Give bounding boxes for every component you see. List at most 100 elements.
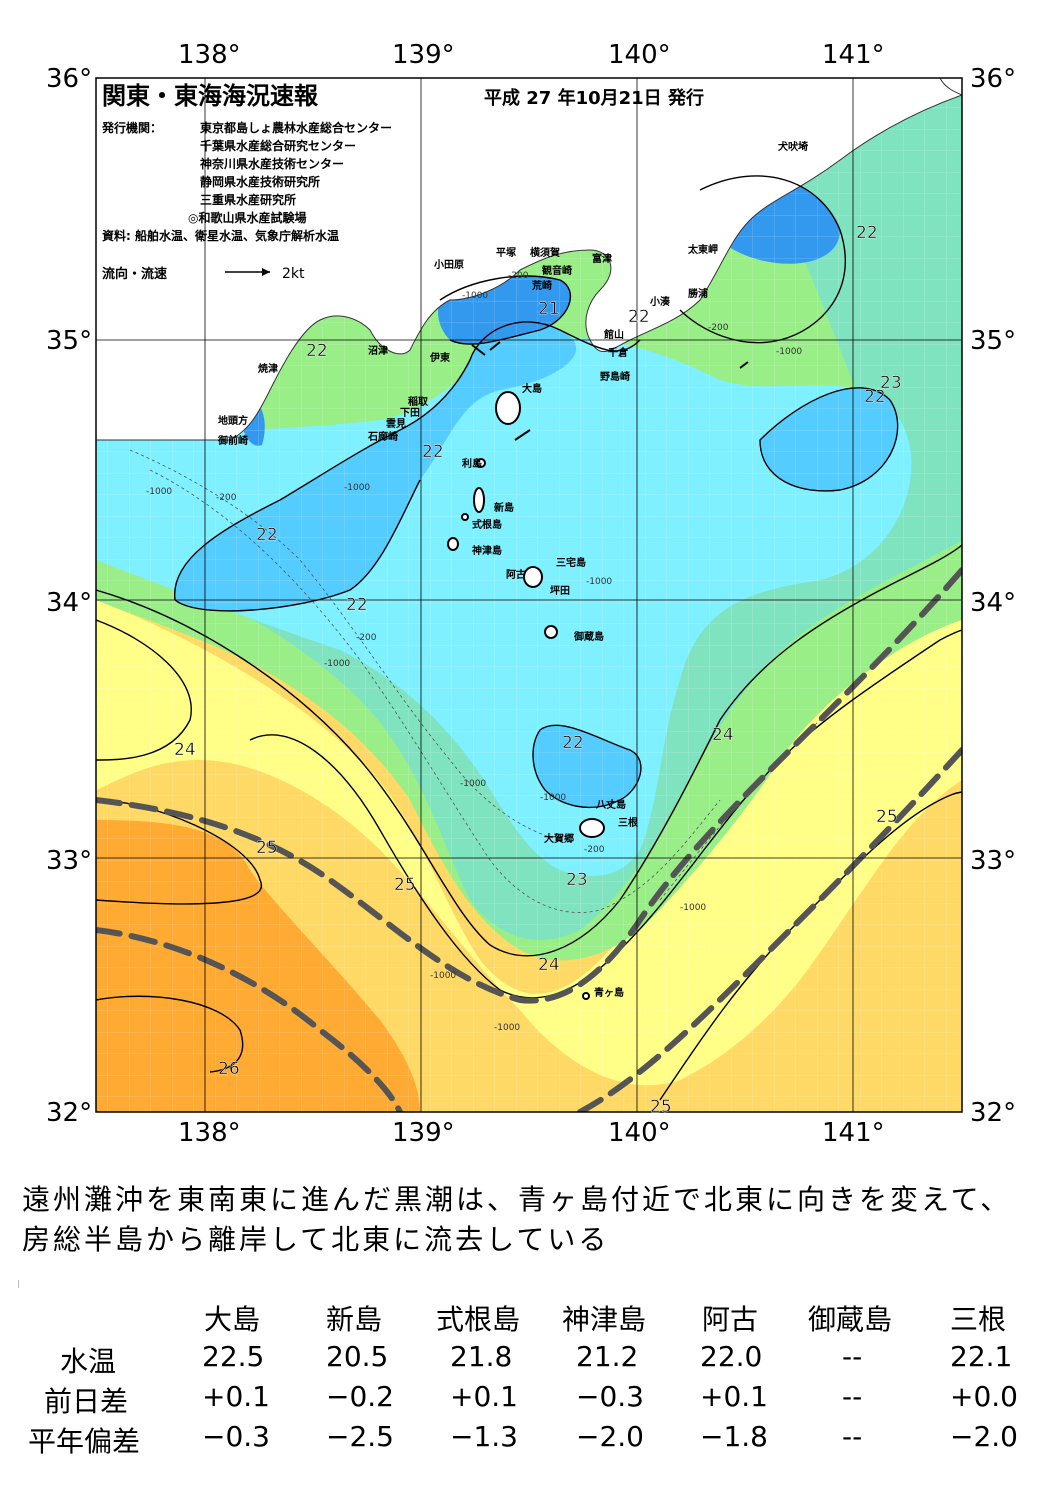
- map-frame: [95, 77, 963, 1113]
- depth-label: -200: [356, 633, 377, 643]
- table-cell: −0.3: [202, 1420, 270, 1453]
- island-hachijojima: [579, 818, 605, 838]
- place-chikura: 千倉: [608, 346, 629, 359]
- column-header: 神津島: [562, 1303, 647, 1336]
- lon-label-141: 141°: [822, 40, 885, 70]
- place-inubosaki: 犬吠埼: [778, 140, 808, 153]
- column-header: 新島: [326, 1303, 383, 1336]
- place-ito: 伊東: [429, 351, 450, 364]
- isotherm-23: [96, 544, 962, 957]
- table-cell: --: [842, 1420, 863, 1453]
- column-header: 式根島: [436, 1303, 521, 1336]
- table-cell: 20.5: [326, 1340, 389, 1373]
- lon-label-140: 140°: [608, 40, 671, 70]
- depth-contour-1000-east: [659, 699, 841, 901]
- place-yokosuka: 横須賀: [530, 246, 560, 259]
- flow-legend-label: 流向・流速: [102, 266, 167, 282]
- place-shikinejima: 式根島: [472, 518, 502, 531]
- place-numazu: 沼津: [368, 344, 388, 357]
- lon-label-139-bottom: 139°: [392, 1118, 455, 1148]
- depth-label: -200: [508, 271, 529, 281]
- place-miyakejima: 三宅島: [556, 556, 586, 569]
- table-cell: --: [842, 1380, 863, 1413]
- place-irozaki: 石廊崎: [367, 430, 398, 443]
- lon-label-141-bottom: 141°: [822, 1118, 885, 1148]
- isotherm-label: 22: [256, 525, 278, 545]
- table-cell: 22.0: [700, 1340, 763, 1373]
- lat-label-33-left: 33°: [46, 846, 93, 876]
- depth-label: -200: [708, 323, 729, 333]
- lat-label-36-left: 36°: [46, 64, 93, 94]
- depth-label: -1000: [586, 577, 612, 587]
- publisher-label: 発行機関：: [101, 120, 162, 135]
- place-taitomisaki: 太東岬: [687, 243, 718, 256]
- lat-label-33-right: 33°: [970, 846, 1017, 876]
- column-header: 御蔵島: [808, 1303, 893, 1336]
- place-tsubota: 坪田: [550, 584, 570, 597]
- place-hiratsuka: 平塚: [496, 246, 516, 259]
- island-niijima: [473, 487, 485, 513]
- depth-label: -1000: [430, 971, 456, 981]
- place-tateyama: 館山: [603, 328, 624, 341]
- publisher-5: 三重県水産研究所: [200, 192, 296, 207]
- publisher-3: 神奈川県水産技術センター: [200, 156, 344, 171]
- isotherm-label: 25: [876, 807, 898, 827]
- isotherm-label: 22: [346, 595, 368, 615]
- isotherm-22-west-lower: [174, 479, 421, 612]
- place-okago: 大賀郷: [544, 832, 574, 845]
- isotherm-label: 22: [422, 442, 444, 462]
- map-title: 関東・東海海況速報: [102, 82, 319, 110]
- place-toshima: 利島: [462, 457, 482, 470]
- sea-temperature-map: 関東・東海海況速報 平成 27 年10月21日 発行 発行機関： 東京都島しょ農…: [95, 77, 963, 1117]
- lon-label-138: 138°: [178, 40, 241, 70]
- table-cell: +0.1: [450, 1380, 518, 1413]
- depth-label: -1000: [540, 793, 566, 803]
- table-cell: 22.5: [202, 1340, 265, 1373]
- lat-label-34-right: 34°: [970, 588, 1017, 618]
- flow-arrow: [739, 361, 749, 369]
- flow-arrow: [471, 344, 486, 356]
- place-arasaki: 荒崎: [531, 279, 552, 292]
- depth-label: -1000: [344, 483, 370, 493]
- place-jitogata: 地頭方: [218, 414, 248, 427]
- lat-label-32-left: 32°: [46, 1098, 93, 1128]
- place-ako: 阿古: [506, 568, 526, 581]
- land-boso-kanto: [96, 78, 962, 441]
- data-source: 資料: 船舶水温、衛星水温、気象庁解析水温: [102, 228, 339, 243]
- place-odawara: 小田原: [433, 258, 464, 271]
- depth-label: -200: [584, 845, 605, 855]
- kuroshio-south-east-edge: [577, 747, 962, 1112]
- depth-label: -1000: [324, 659, 350, 669]
- place-katsuura: 勝浦: [688, 287, 708, 300]
- island-mikurajima: [544, 625, 558, 639]
- table-cell: 22.1: [950, 1340, 1013, 1373]
- depth-label: -200: [216, 493, 237, 503]
- place-kominato: 小湊: [649, 295, 671, 308]
- table-cell: +0.0: [950, 1380, 1018, 1413]
- depth-contour-1000: [149, 469, 721, 913]
- isotherm-22-east: [759, 387, 899, 492]
- lat-label-36-right: 36°: [970, 64, 1017, 94]
- place-inatori: 稲取: [408, 395, 429, 408]
- table-cell: −1.3: [450, 1420, 518, 1453]
- row-header-anomaly: 平年偏差: [28, 1425, 141, 1458]
- lon-label-140-bottom: 140°: [608, 1118, 671, 1148]
- place-omaezaki: 御前崎: [217, 434, 248, 447]
- depth-label: -1000: [462, 291, 488, 301]
- kuroshio-south-edge: [96, 927, 403, 1112]
- flow-legend-arrow-icon: [225, 268, 270, 276]
- island-kozushima: [447, 537, 459, 551]
- isotherm-label: 25: [256, 838, 278, 858]
- place-oshima: 大島: [522, 382, 542, 395]
- isotherm-label: 22: [864, 387, 886, 407]
- lat-label-35-left: 35°: [46, 326, 93, 356]
- flow-arrow: [514, 429, 531, 441]
- table-cell: −2.0: [576, 1420, 644, 1453]
- isotherm-22-south: [532, 724, 642, 808]
- place-niijima: 新島: [494, 501, 514, 514]
- isotherm-label: 23: [566, 870, 588, 890]
- depth-label: -1000: [146, 487, 172, 497]
- table-cell: 21.2: [576, 1340, 639, 1373]
- isotherm-26: [96, 995, 244, 1073]
- lon-label-139: 139°: [392, 40, 455, 70]
